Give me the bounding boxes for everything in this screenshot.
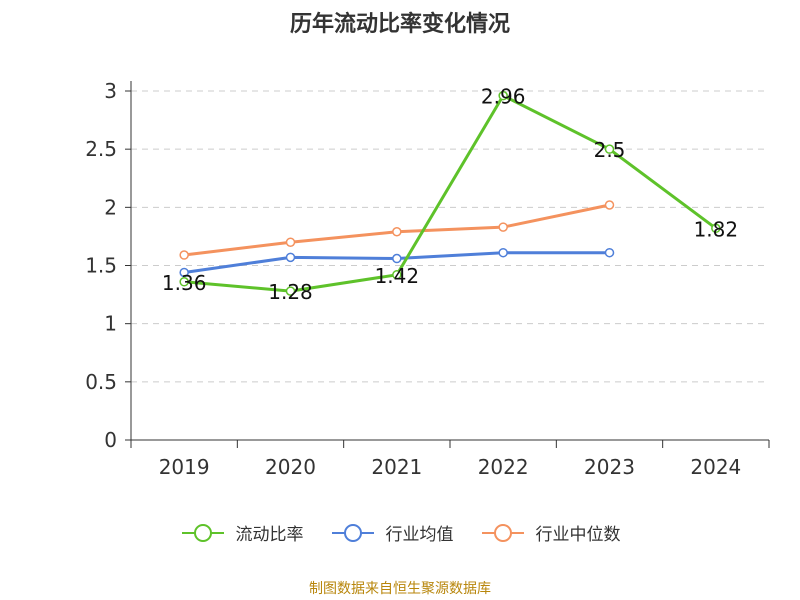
legend-item-industry-median[interactable]: 行业中位数 xyxy=(480,520,621,545)
x-tick-label: 2021 xyxy=(371,455,422,479)
y-tick-label: 1.5 xyxy=(85,254,117,278)
data-point xyxy=(285,252,296,263)
legend-label: 流动比率 xyxy=(235,525,304,545)
x-tick-label: 2020 xyxy=(265,455,316,479)
data-point xyxy=(604,200,615,210)
data-label: 2.96 xyxy=(481,85,526,109)
axes xyxy=(130,81,769,441)
y-axis-ticks: 0 0.5 1 1.5 2 2.5 3 xyxy=(85,79,131,452)
x-tick-label: 2022 xyxy=(478,455,529,479)
y-tick-label: 2 xyxy=(104,195,117,219)
data-label: 2.5 xyxy=(594,138,626,162)
data-label: 1.36 xyxy=(162,271,207,295)
y-tick-label: 0.5 xyxy=(85,370,117,394)
chart-title: 历年流动比率变化情况 xyxy=(289,12,510,37)
y-tick-label: 1 xyxy=(104,312,117,336)
data-label: 1.82 xyxy=(694,217,739,241)
source-note: 制图数据来自恒生聚源数据库 xyxy=(309,581,491,597)
legend-marker-orange xyxy=(481,523,524,542)
data-point xyxy=(285,237,296,247)
legend-marker-green xyxy=(181,523,224,542)
x-axis-ticks: 2019 2020 2021 2022 2023 2024 xyxy=(130,440,770,479)
data-labels: 1.36 1.28 1.42 2.96 2.5 1.82 xyxy=(162,85,738,304)
x-tick-label: 2024 xyxy=(690,455,741,479)
legend-label: 行业均值 xyxy=(385,525,454,545)
y-tick-label: 0 xyxy=(104,428,117,452)
data-point xyxy=(604,144,615,154)
grid-lines xyxy=(131,90,769,383)
data-point xyxy=(498,222,508,232)
data-point xyxy=(392,253,402,264)
x-tick-label: 2019 xyxy=(159,455,210,479)
legend: 流动比率 行业均值 行业中位数 xyxy=(0,520,800,545)
legend-item-current-ratio[interactable]: 流动比率 xyxy=(180,520,304,545)
x-tick-label: 2023 xyxy=(584,455,635,479)
series-lines xyxy=(179,90,721,296)
legend-item-industry-mean[interactable]: 行业均值 xyxy=(330,520,454,545)
legend-label: 行业中位数 xyxy=(535,525,621,545)
y-tick-label: 2.5 xyxy=(85,137,117,161)
data-point xyxy=(604,247,615,258)
data-point xyxy=(498,90,508,101)
data-point xyxy=(285,286,296,296)
data-point xyxy=(711,223,721,234)
series-line xyxy=(184,94,717,293)
data-point xyxy=(179,250,189,260)
data-label: 1.42 xyxy=(375,264,420,288)
data-point xyxy=(179,277,189,287)
data-point xyxy=(392,270,402,280)
data-point xyxy=(392,227,402,237)
legend-marker-blue xyxy=(331,523,374,542)
data-label: 1.28 xyxy=(268,280,313,304)
data-point xyxy=(498,247,508,258)
data-point xyxy=(179,267,189,278)
y-tick-label: 3 xyxy=(104,79,117,103)
